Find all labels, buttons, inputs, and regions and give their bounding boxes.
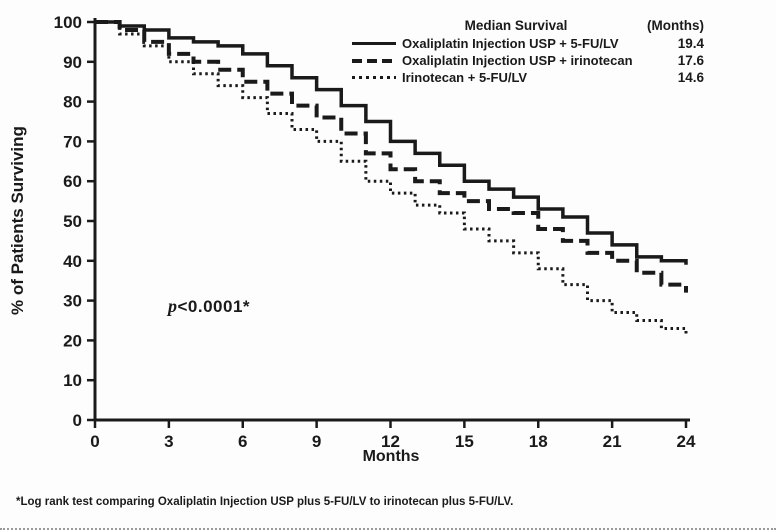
legend-header: Median Survival (Months) (352, 18, 704, 33)
legend-row-irinotecan-5fulv: Irinotecan + 5-FU/LV 14.6 (352, 70, 704, 85)
legend-median-value: 17.6 (677, 53, 704, 68)
solid-line-sample-icon (352, 42, 396, 45)
y-axis-label: % of Patients Surviving (8, 126, 27, 316)
tick-label: 40 (63, 252, 82, 271)
tick-label: 50 (63, 212, 82, 231)
tick-label: 80 (63, 93, 82, 112)
x-axis-label: Months (362, 448, 420, 465)
tick-label: 9 (312, 432, 321, 451)
tick-label: 15 (455, 432, 474, 451)
tick-label: 10 (63, 371, 82, 390)
tick-label: 20 (63, 331, 82, 350)
tick-label: 18 (529, 432, 548, 451)
tick-label: 30 (63, 292, 82, 311)
tick-label: 3 (164, 432, 173, 451)
series-solid-curve (95, 20, 688, 265)
p-value-italic-p: p (168, 296, 178, 316)
legend-unit-header: (Months) (647, 18, 704, 33)
legend-median-value: 19.4 (677, 36, 704, 51)
legend: Median Survival (Months) Oxaliplatin Inj… (352, 18, 704, 87)
dashed-line-sample-icon (352, 58, 396, 63)
dotted-line-sample-icon (352, 76, 396, 79)
p-value-annotation: p<0.0001* (168, 296, 250, 317)
legend-median-value: 14.6 (677, 70, 704, 85)
footnote: *Log rank test comparing Oxaliplatin Inj… (16, 496, 514, 508)
legend-label: Irinotecan + 5-FU/LV (402, 69, 528, 85)
tick-label: 6 (238, 432, 247, 451)
tick-label: 12 (381, 432, 400, 451)
tick-label: 60 (63, 172, 82, 191)
tick-label: 70 (63, 132, 82, 151)
legend-title: Median Survival (464, 18, 568, 33)
tick-label: 90 (63, 53, 82, 72)
legend-label: Oxaliplatin Injection USP + irinotecan (402, 52, 633, 68)
series-dotted-curve (95, 20, 688, 337)
legend-row-oxaliplatin-irinotecan: Oxaliplatin Injection USP + irinotecan 1… (352, 53, 704, 68)
p-value-text: <0.0001* (177, 297, 251, 316)
legend-row-oxaliplatin-5fulv: Oxaliplatin Injection USP + 5-FU/LV 19.4 (352, 36, 704, 51)
tick-label: 24 (677, 432, 696, 451)
tick-label: 0 (73, 411, 82, 430)
legend-label: Oxaliplatin Injection USP + 5-FU/LV (402, 35, 619, 51)
tick-label: 0 (90, 432, 99, 451)
tick-label: 21 (603, 432, 622, 451)
tick-label: 100 (54, 13, 82, 32)
